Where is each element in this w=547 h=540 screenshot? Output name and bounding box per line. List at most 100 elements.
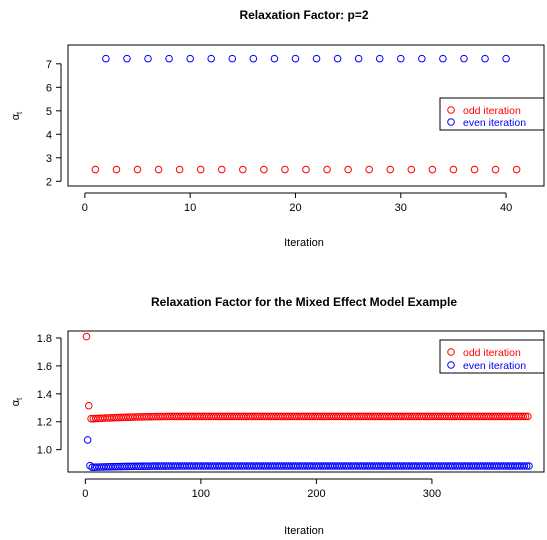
odd-iteration-point: [449, 165, 458, 174]
chart-1-x-label: Iteration: [284, 237, 324, 249]
chart-2-points: [82, 332, 533, 472]
odd-iteration-point: [521, 412, 530, 421]
chart-2-title: Relaxation Factor for the Mixed Effect M…: [151, 295, 457, 309]
odd-iteration-point: [470, 165, 479, 174]
y-tick-label: 1.2: [37, 417, 52, 429]
odd-iteration-point: [428, 165, 437, 174]
chart-1-x-axis: 0 10 20 30 40: [82, 192, 512, 214]
odd-iteration-point: [91, 165, 100, 174]
chart-1-y-axis: 2 3 4 5 6 7: [46, 59, 62, 188]
even-iteration-point: [418, 54, 426, 63]
chart-1-legend-odd-label: odd iteration: [463, 105, 521, 117]
odd-iteration-point: [407, 165, 416, 174]
even-iteration-point: [165, 54, 173, 63]
x-tick-label: 40: [500, 202, 512, 214]
chart-panel-1: Relaxation Factor: p=2 0 10 20 30 40 234567 …: [10, 8, 545, 249]
x-tick-label: 30: [395, 202, 407, 214]
even-iteration-point: [481, 54, 489, 63]
odd-iteration-point: [260, 165, 268, 174]
chart-1-title: Relaxation Factor: p=2: [239, 8, 368, 22]
y-tick-label: 3: [46, 153, 52, 165]
odd-iteration-point: [84, 401, 93, 410]
even-iteration-point: [102, 54, 110, 63]
even-iteration-point: [312, 54, 321, 63]
x-tick-label: 20: [289, 202, 301, 214]
y-tick-label: 7: [46, 59, 52, 71]
even-iteration-point: [396, 54, 405, 63]
chart-2-legend-box: [439, 339, 545, 374]
odd-iteration-point: [519, 412, 528, 421]
even-iteration-point: [144, 54, 152, 63]
y-tick-label: 2: [46, 176, 52, 188]
even-iteration-point: [525, 462, 533, 470]
even-iteration-point: [502, 54, 510, 63]
y-tick-label: 5: [46, 106, 52, 118]
odd-iteration-point: [344, 165, 352, 174]
chart-2-x-label: Iteration: [284, 525, 324, 537]
odd-iteration-point: [281, 165, 289, 174]
y-tick-label: 1.0: [37, 445, 52, 457]
even-iteration-point: [375, 54, 384, 63]
chart-1-legend-box: [439, 97, 545, 131]
even-iteration-point: [207, 54, 216, 63]
x-tick-label: 100: [192, 488, 210, 500]
chart-2-x-axis: 0 100 200 300: [82, 478, 441, 500]
odd-iteration-point: [217, 165, 226, 174]
y-tick-label: 4: [46, 129, 52, 141]
even-iteration-point: [522, 462, 531, 470]
y-tick-label: 1.8: [37, 333, 52, 345]
even-iteration-point: [333, 54, 342, 63]
chart-1-legend: odd iteration even iteration: [439, 97, 545, 131]
odd-iteration-point: [239, 165, 247, 174]
even-iteration-point: [228, 54, 237, 63]
even-iteration-point: [291, 54, 300, 63]
chart-panel-2: Relaxation Factor for the Mixed Effect M…: [10, 295, 545, 537]
y-tick-label: 6: [46, 82, 52, 94]
odd-iteration-point: [323, 165, 331, 174]
odd-iteration-point: [112, 165, 121, 174]
even-iteration-point: [460, 54, 468, 63]
x-tick-label: 300: [423, 488, 441, 500]
even-iteration-point: [249, 54, 258, 63]
even-iteration-point: [186, 54, 194, 63]
even-iteration-point: [270, 54, 279, 63]
y-tick-label: 1.6: [37, 361, 52, 373]
x-tick-label: 0: [82, 202, 88, 214]
odd-iteration-point: [491, 165, 500, 174]
odd-iteration-point: [196, 165, 205, 174]
x-tick-label: 0: [82, 488, 88, 500]
chart-2-legend: odd iteration even iteration: [439, 339, 545, 374]
chart-1-points: [91, 54, 521, 174]
odd-iteration-point: [512, 165, 521, 174]
chart-1-legend-odd-marker: [447, 106, 455, 114]
chart-2-legend-even-marker: [447, 361, 455, 369]
chart-1-y-label: αt: [10, 111, 24, 120]
odd-iteration-point: [302, 165, 310, 174]
x-tick-label: 10: [184, 202, 196, 214]
chart-2-y-axis: 1.0 1.2 1.4 1.6 1.8: [37, 333, 62, 457]
chart-2-legend-odd-label: odd iteration: [463, 347, 521, 359]
y-tick-label: 1.4: [37, 389, 52, 401]
odd-iteration-point: [524, 412, 532, 421]
even-iteration-point: [520, 462, 529, 470]
odd-iteration-point: [133, 165, 142, 174]
chart-2-legend-odd-marker: [447, 348, 455, 356]
odd-iteration-point: [154, 165, 163, 174]
even-iteration-point: [354, 54, 363, 63]
chart-1-legend-even-marker: [447, 118, 455, 126]
odd-iteration-point: [175, 165, 184, 174]
even-iteration-point: [439, 54, 447, 63]
chart-2-legend-even-label: even iteration: [463, 360, 526, 372]
x-tick-label: 200: [307, 488, 325, 500]
chart-2-y-label: αt: [10, 397, 24, 406]
even-iteration-point: [123, 54, 131, 63]
odd-iteration-point: [365, 165, 373, 174]
odd-iteration-point: [386, 165, 395, 174]
even-iteration-point: [86, 461, 94, 470]
chart-2-plot-box: [67, 330, 545, 473]
chart-1-legend-even-label: even iteration: [463, 117, 526, 129]
odd-iteration-point: [82, 332, 91, 341]
even-iteration-point: [83, 436, 92, 444]
